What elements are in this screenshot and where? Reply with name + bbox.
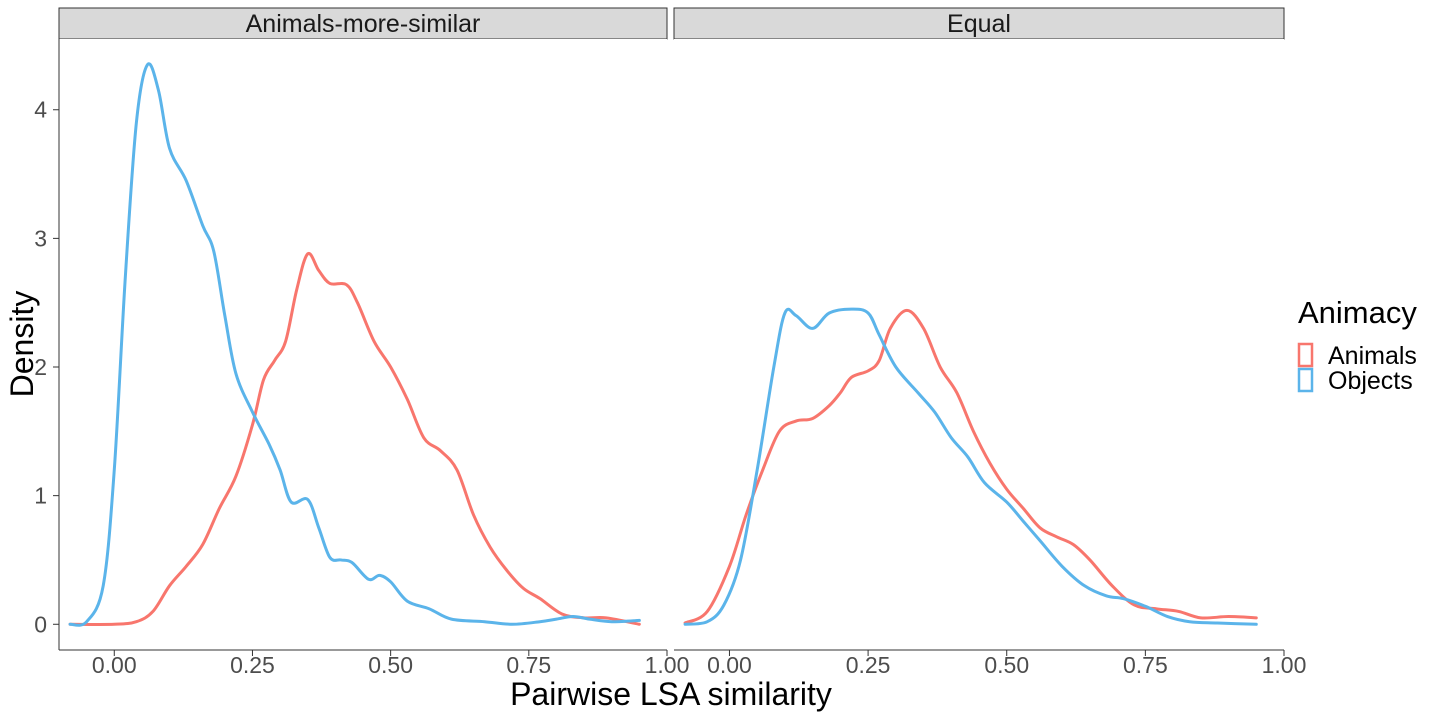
y-tick-label: 0 [34, 611, 47, 637]
x-ticks-1: 0.00 0.25 0.50 0.75 1.00 [92, 650, 689, 678]
strip-background-1 [58, 7, 668, 40]
strip-background-2 [673, 7, 1285, 40]
strip-label-2: Equal [947, 10, 1011, 38]
legend-key-objects [1297, 367, 1314, 393]
x-tick-label: 0.50 [984, 652, 1029, 678]
strip-label-1: Animals-more-similar [246, 10, 481, 38]
x-tick-label: 0.00 [707, 652, 752, 678]
density-line-objects [68, 62, 641, 627]
density-line-animals [68, 251, 641, 626]
legend-key-animals [1297, 342, 1314, 368]
x-ticks-2: 0.00 0.25 0.50 0.75 1.00 [707, 650, 1306, 678]
legend-title: Animacy [1298, 295, 1417, 330]
x-tick-label: 0.00 [92, 652, 137, 678]
x-tick-label: 0.25 [230, 652, 275, 678]
x-tick-label: 1.00 [1262, 652, 1307, 678]
legend-label-objects: Objects [1328, 367, 1413, 395]
panel-animals-more-similar: Animals-more-similar 0.00 0.25 0.50 0.75 1.0… [34, 7, 689, 678]
x-tick-label: 0.50 [368, 652, 413, 678]
x-axis-title: Pairwise LSA similarity [510, 676, 832, 712]
y-tick-label: 2 [34, 354, 47, 380]
panel-equal: Equal 0.00 0.25 0.50 0.75 1.00 [673, 7, 1306, 678]
y-tick-label: 3 [34, 225, 47, 251]
y-tick-label: 1 [34, 483, 47, 509]
x-tick-label: 0.75 [506, 652, 551, 678]
legend: Animacy Animals Objects [1297, 295, 1417, 395]
legend-label-animals: Animals [1328, 342, 1417, 370]
panel-1-series [68, 62, 641, 627]
x-tick-label: 1.00 [645, 652, 690, 678]
x-tick-label: 0.25 [846, 652, 891, 678]
density-line-objects [683, 307, 1258, 626]
panel-area-1 [59, 39, 667, 650]
y-axis-title: Density [4, 291, 40, 398]
panel-2-series [683, 307, 1258, 626]
y-ticks: 0 1 2 3 4 [34, 97, 59, 637]
panel-area-2 [674, 39, 1284, 650]
y-tick-label: 4 [34, 97, 47, 123]
x-tick-label: 0.75 [1123, 652, 1168, 678]
